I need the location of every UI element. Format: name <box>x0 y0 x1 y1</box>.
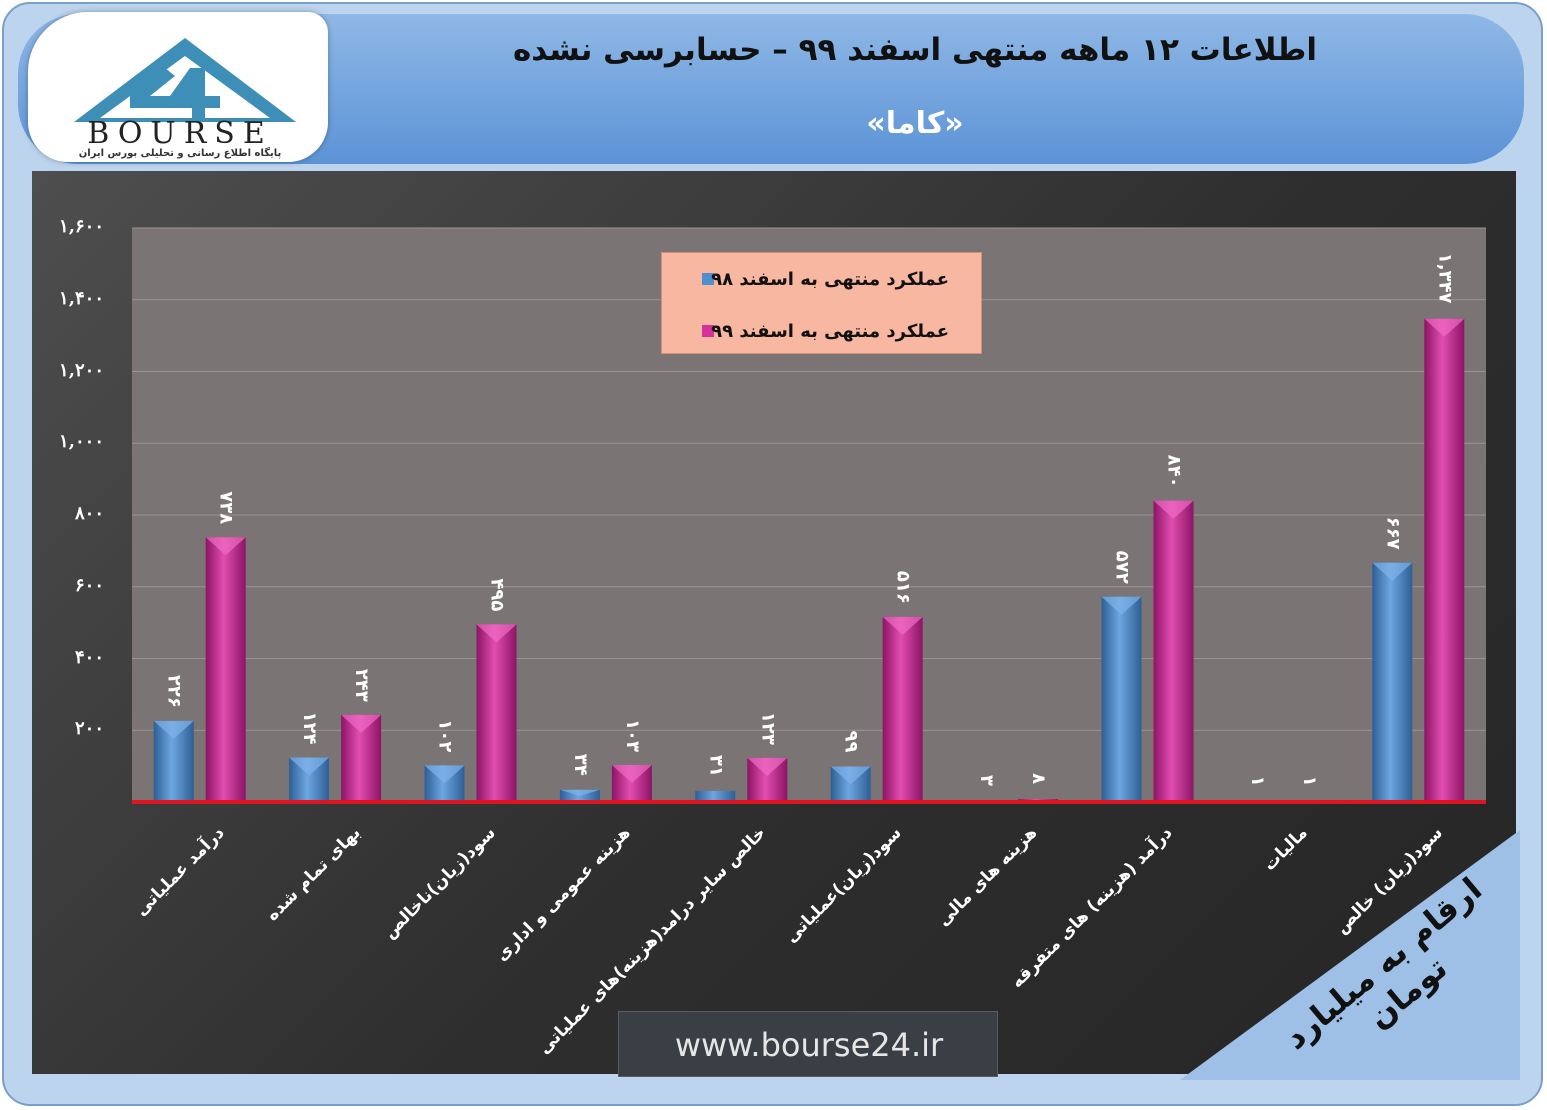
bar-cap-series-1 <box>289 757 330 776</box>
bar-series-2 <box>205 537 246 802</box>
bar-cap-series-1 <box>1101 596 1142 615</box>
y-tick-label: ۱,۶۰۰ <box>59 216 104 237</box>
bar-cap-series-1 <box>424 765 465 784</box>
bar-cap-series-2 <box>1424 318 1465 337</box>
data-label-series-2: ۸ <box>1028 773 1049 784</box>
website-box: www.bourse24.ir <box>618 1011 998 1077</box>
data-label-series-2: ۵۱۶ <box>893 571 914 604</box>
bar-cap-series-2 <box>476 624 517 643</box>
data-label-series-1: ۲۲۶ <box>164 675 185 708</box>
legend: عملکرد منتهی به اسفند ۹۸ عملکرد منتهی به… <box>661 252 982 354</box>
legend-label-series-1: عملکرد منتهی به اسفند ۹۸ <box>711 269 949 290</box>
y-tick-label: ۲۰۰ <box>74 718 104 740</box>
legend-swatch-series-2 <box>702 325 714 337</box>
data-label-series-2: ۸۴۰ <box>1164 455 1185 488</box>
bar-cap-series-1 <box>153 720 194 739</box>
y-tick-label: ۶۰۰ <box>74 574 104 596</box>
bar-series-1 <box>1372 562 1413 802</box>
data-label-series-1: ۶۶۷ <box>1382 517 1403 550</box>
bar-series-1 <box>695 790 736 802</box>
data-label-series-2: ۷۳۸ <box>216 491 237 524</box>
bar-cap-series-1 <box>830 766 871 785</box>
data-label-series-1: ۳ <box>976 775 997 786</box>
website-url[interactable]: www.bourse24.ir <box>674 1026 944 1064</box>
chart-subtitle: «کاما» <box>866 106 964 141</box>
data-label-series-1: ۳۱ <box>705 755 726 777</box>
y-tick-label: ۴۰۰ <box>74 646 104 668</box>
bar-cap-series-1 <box>1372 562 1413 581</box>
data-label-series-1: ۱۰۲ <box>435 719 456 752</box>
data-label-series-2: ۱,۳۴۷ <box>1434 253 1455 304</box>
y-tick-label: ۱,۴۰۰ <box>59 287 104 309</box>
data-label-series-1: ۹۹ <box>841 730 862 752</box>
y-tick-label: ۱,۰۰۰ <box>59 431 104 453</box>
data-label-series-2: ۲۴۳ <box>351 669 372 702</box>
data-label-series-2: ۱۰۳ <box>622 719 643 752</box>
data-label-series-2: ۱۲۳ <box>757 712 778 745</box>
bar-cap-series-2 <box>341 714 382 733</box>
logo-wordmark: BOURSE <box>87 116 273 151</box>
data-label-series-1: ۱ <box>1247 776 1268 787</box>
y-tick-label: ۸۰۰ <box>74 503 104 524</box>
data-label-series-1: ۵۷۲ <box>1112 551 1133 584</box>
legend-label-series-2: عملکرد منتهی به اسفند ۹۹ <box>711 321 949 342</box>
y-tick-label: ۱,۲۰۰ <box>59 359 104 381</box>
logo: BOURSE پایگاه اطلاع رسانی و تحلیلی بورس … <box>28 12 328 162</box>
data-label-series-2: ۱ <box>1299 776 1320 787</box>
bar-series-1 <box>1101 596 1142 802</box>
bourse24-logo-mark <box>74 38 296 122</box>
data-label-series-1: ۳۴ <box>570 754 591 776</box>
data-label-series-1: ۱۲۴ <box>299 712 320 745</box>
bar-series-2 <box>1424 318 1465 802</box>
bar-series-2 <box>882 616 923 802</box>
bar-cap-series-2 <box>205 537 246 556</box>
bar-series-2 <box>1153 500 1194 802</box>
bar-cap-series-2 <box>611 765 652 784</box>
data-label-series-2: ۴۹۵ <box>487 578 508 611</box>
bar-series-2 <box>476 624 517 802</box>
bar-cap-series-2 <box>882 616 923 635</box>
bar-cap-series-1 <box>559 789 600 796</box>
legend-swatch-series-1 <box>702 273 714 285</box>
chart-title: اطلاعات ۱۲ ماهه منتهی اسفند ۹۹ – حسابرسی… <box>512 32 1317 68</box>
logo-tagline: پایگاه اطلاع رسانی و تحلیلی بورس ایران <box>78 148 282 159</box>
bar-cap-series-2 <box>747 757 788 776</box>
bar-cap-series-2 <box>1153 500 1194 519</box>
